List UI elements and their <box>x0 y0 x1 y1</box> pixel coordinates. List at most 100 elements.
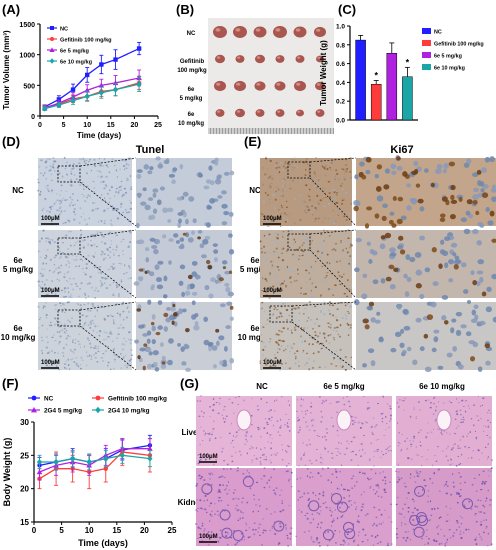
he-kidney-nucleus <box>226 468 228 471</box>
tumor-specimen <box>293 26 307 38</box>
tunel-nucleus-zoom <box>202 238 209 245</box>
he-liver-nucleus <box>411 458 413 461</box>
tunel-nucleus <box>50 324 53 327</box>
ki67-nucleus <box>282 165 286 168</box>
he-kidney-nucleus <box>461 517 464 519</box>
he-liver-nucleus <box>373 456 375 458</box>
tunel-nucleus <box>116 217 120 220</box>
he-liver-nucleus <box>381 417 384 420</box>
he-liver-nucleus <box>301 411 303 413</box>
tunel-nucleus <box>120 180 123 183</box>
ki67-nucleus <box>329 313 331 315</box>
he-liver-nucleus <box>474 430 476 432</box>
he-kidney-nucleus <box>306 517 309 520</box>
he-kidney-nucleus <box>444 483 447 486</box>
tunel-nucleus-zoom <box>229 170 235 176</box>
ki67-nucleus <box>314 334 317 337</box>
tunel-nucleus <box>116 246 118 248</box>
tunel-nucleus-zoom <box>163 275 168 282</box>
he-liver-nucleus <box>320 420 323 423</box>
tunel-nucleus-zoom <box>153 248 159 255</box>
ki67-nucleus <box>278 265 281 268</box>
he-kidney-nucleus <box>456 521 459 524</box>
he-kidney-nucleus <box>376 542 379 545</box>
tumor-specimen <box>295 55 305 63</box>
he-kidney-nucleus <box>427 495 430 497</box>
ki67-nucleus-zoom <box>384 168 391 174</box>
ki67-nucleus <box>349 246 351 249</box>
ki67-nucleus <box>305 281 308 284</box>
he-kidney-nucleus <box>416 508 419 511</box>
ki67-nucleus <box>341 182 343 185</box>
ki67-nucleus <box>276 308 279 311</box>
he-liver-nucleus <box>336 454 338 456</box>
ki67-nucleus <box>281 185 285 187</box>
ki67-nucleus-zoom <box>450 327 455 334</box>
ki67-positive <box>385 276 392 282</box>
he-kidney-nucleus <box>290 527 293 530</box>
tunel-nucleus <box>63 323 66 325</box>
he-kidney-nucleus <box>217 540 220 543</box>
ki67-nucleus <box>318 177 321 179</box>
ki67-nucleus <box>285 200 288 203</box>
tunel-nucleus-zoom <box>215 340 220 347</box>
ki67-nucleus <box>294 329 297 331</box>
ki67-nucleus <box>260 289 264 292</box>
ki67-nucleus <box>274 356 277 360</box>
tunel-nucleus-zoom <box>168 338 174 344</box>
ki67-nucleus <box>281 259 285 262</box>
ki67-nucleus <box>337 333 339 336</box>
ki67-nucleus <box>261 301 264 304</box>
he-kidney-nucleus <box>281 500 284 502</box>
he-kidney-nucleus <box>242 511 244 514</box>
he-kidney-nucleus <box>475 536 477 539</box>
he-liver-nucleus <box>303 452 306 454</box>
tunel-nucleus <box>37 305 40 308</box>
tunel-nucleus-zoom <box>185 367 191 372</box>
tunel-nucleus <box>48 359 52 362</box>
he-liver-nucleus <box>335 447 337 449</box>
tunel-nucleus <box>79 304 82 307</box>
tunel-nucleus <box>112 340 114 342</box>
ki67-nucleus <box>302 312 305 315</box>
he-kidney-nucleus <box>400 513 403 515</box>
ki67-positive <box>431 247 437 253</box>
he-liver-nucleus <box>464 410 467 413</box>
ki67-nucleus <box>342 176 345 178</box>
he-kidney-nucleus <box>364 514 367 517</box>
ki67-nucleus <box>328 196 332 199</box>
ki67-nucleus <box>335 365 338 367</box>
he-kidney-nucleus <box>411 511 415 514</box>
he-kidney-nucleus <box>272 489 275 491</box>
ki67-nucleus <box>314 185 317 188</box>
tunel-nucleus <box>55 193 58 195</box>
he-kidney-nucleus <box>407 530 410 533</box>
ki67-zoom-box <box>287 161 311 179</box>
tunel-nucleus <box>59 250 61 253</box>
tunel-nucleus <box>129 231 132 234</box>
he-kidney-nucleus <box>225 487 227 490</box>
he-kidney-nucleus <box>376 490 378 493</box>
he-kidney-nucleus <box>316 538 318 541</box>
he-kidney-nucleus <box>387 544 389 547</box>
tunel-nucleus <box>63 156 66 160</box>
he-kidney-nucleus <box>206 499 209 502</box>
ki67-nucleus <box>323 240 325 242</box>
ki67-nucleus <box>316 335 320 338</box>
tunel-zoom-box <box>57 309 81 327</box>
he-kidney-nucleus <box>459 533 462 535</box>
ki67-positive <box>381 215 387 221</box>
he-liver-nucleus <box>235 451 237 454</box>
ki67-nucleus <box>347 237 350 240</box>
he-kidney-nucleus <box>449 507 452 510</box>
tunel-nucleus <box>85 224 87 227</box>
ki67-positive <box>466 199 473 205</box>
ki67-nucleus <box>330 199 333 201</box>
he-liver-nucleus <box>208 440 211 442</box>
he-liver-nucleus <box>441 433 444 436</box>
he-liver-nucleus <box>281 443 283 446</box>
ki67-zoom-guide <box>291 301 357 307</box>
tunel-nucleus <box>87 324 90 326</box>
ki67-nucleus <box>327 334 330 337</box>
